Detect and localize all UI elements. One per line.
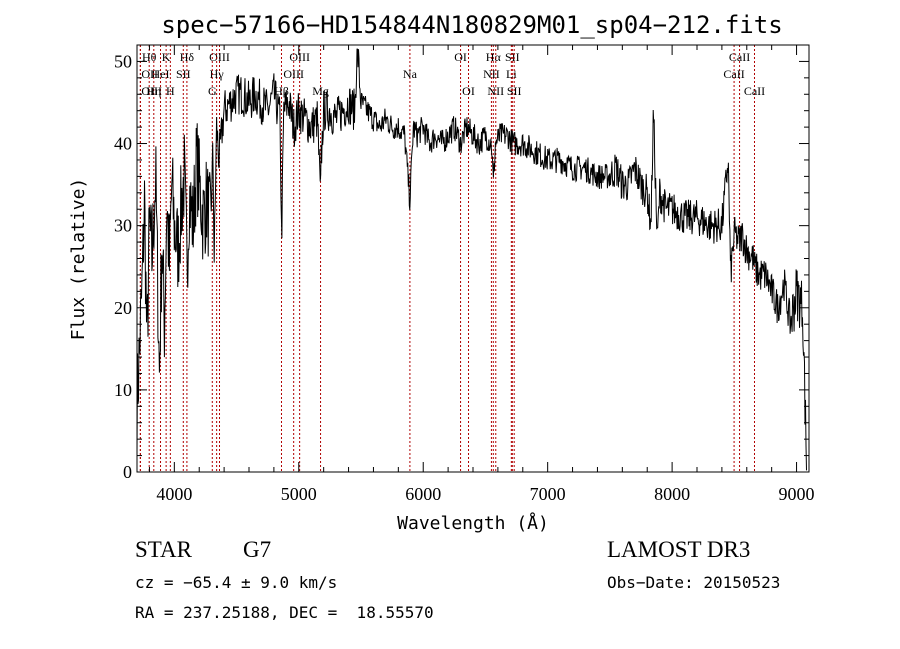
y-tick-label: 40 <box>114 134 132 154</box>
line-marker-label-16: Li <box>506 67 517 81</box>
line-marker-label-14: Na <box>403 67 418 81</box>
x-tick-label: 4000 <box>156 484 192 504</box>
line-marker-label-20: H <box>166 84 175 98</box>
line-marker-label-3: OIII <box>209 50 230 64</box>
line-marker-label-17: CaII <box>723 67 744 81</box>
redshift-text: cz = −65.4 ± 9.0 km/s <box>135 573 338 592</box>
line-marker-label-15: NII <box>483 67 500 81</box>
chart-title: spec−57166−HD154844N180829M01_sp04−212.f… <box>161 11 782 39</box>
x-tick-label: 8000 <box>654 484 690 504</box>
object-class: STAR <box>135 537 192 562</box>
obs-date-text: Obs−Date: 20150523 <box>607 573 781 592</box>
line-marker-label-21: G <box>208 84 217 98</box>
x-tick-label: 5000 <box>281 484 317 504</box>
line-marker-label-25: NII <box>487 84 504 98</box>
line-marker-label-10: HeI <box>152 67 170 81</box>
line-marker-label-4: OIII <box>289 50 310 64</box>
y-tick-label: 20 <box>114 298 132 318</box>
line-marker-label-26: SII <box>507 84 522 98</box>
y-axis-label: Flux (relative) <box>68 178 89 341</box>
x-axis: 4000 5000 6000 7000 8000 9000 <box>148 45 815 504</box>
line-marker-label-18: OIII <box>141 84 162 98</box>
plot-frame <box>136 44 810 473</box>
coordinates-text: RA = 237.25188, DEC = 18.55570 <box>135 603 434 622</box>
line-marker-label-2: Hδ <box>180 50 195 64</box>
line-marker-label-27: CaII <box>744 84 765 98</box>
y-tick-label: 0 <box>123 462 132 482</box>
survey-name: LAMOST DR3 <box>607 537 751 562</box>
line-marker-label-8: CaII <box>729 50 750 64</box>
y-tick-label: 50 <box>114 51 132 71</box>
y-axis: 0 10 20 30 40 50 <box>114 51 809 482</box>
line-marker-label-11: SII <box>176 67 191 81</box>
line-marker-label-24: OI <box>462 84 475 98</box>
object-subclass: G7 <box>243 537 272 562</box>
x-tick-label: 9000 <box>779 484 815 504</box>
line-marker-label-1: K <box>162 50 171 64</box>
y-tick-label: 10 <box>114 380 132 400</box>
x-axis-label: Wavelength (Å) <box>397 512 549 534</box>
line-marker-label-0: Hθ <box>142 50 157 64</box>
line-marker-label-7: SII <box>505 50 520 64</box>
line-marker-label-6: Hα <box>486 50 502 64</box>
x-tick-label: 6000 <box>405 484 441 504</box>
y-tick-label: 30 <box>114 216 132 236</box>
spectrum-series-line <box>136 48 807 471</box>
line-marker-label-5: OI <box>454 50 467 64</box>
line-marker-label-12: Hγ <box>210 67 225 81</box>
line-marker-label-13: OIII <box>283 67 304 81</box>
x-tick-label: 7000 <box>530 484 566 504</box>
line-marker-label-19: Hη <box>146 84 161 98</box>
